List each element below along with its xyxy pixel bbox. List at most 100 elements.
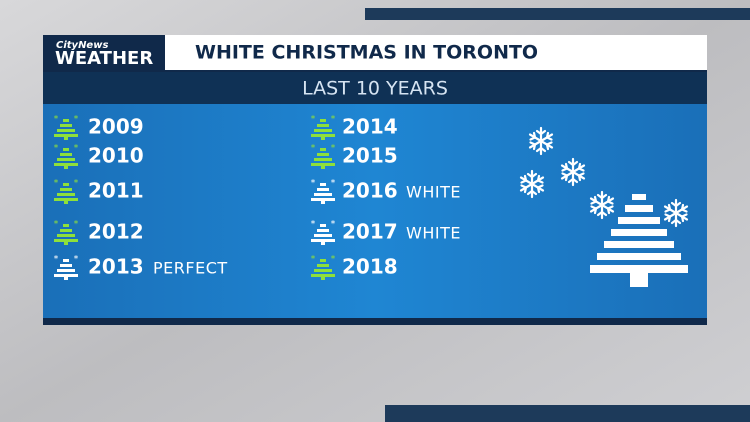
tree-star: * [331, 220, 336, 230]
tree-stripe [54, 239, 78, 242]
tree-star: * [74, 144, 79, 154]
tree-stripe [317, 229, 329, 232]
tree-stripe [314, 269, 332, 272]
subtitle: LAST 10 YEARS [302, 78, 448, 100]
tree-stripe [320, 119, 326, 122]
tree-star: * [54, 220, 59, 230]
tree-star: * [331, 255, 336, 265]
year-note: WHITE [406, 183, 461, 202]
tree-stripe [57, 193, 75, 196]
tree-trunk [321, 137, 325, 140]
tree-stripe [311, 134, 335, 137]
year: 2012 [88, 220, 144, 244]
tree-icon: * * [54, 115, 79, 140]
logo: WEATHER [55, 48, 153, 69]
tree-stripe [317, 188, 329, 191]
year: 2018 [342, 255, 398, 279]
tree-star: * [74, 255, 79, 265]
tree-star: * [331, 179, 336, 189]
tree-trunk [321, 277, 325, 280]
bar-decoration [385, 405, 750, 422]
tree-icon: * * [311, 144, 336, 169]
tree-stripe [57, 129, 75, 132]
year: 2011 [88, 179, 144, 203]
tree-icon: * * [54, 255, 79, 280]
tree-stripe [317, 124, 329, 127]
tree-stripe [60, 264, 72, 267]
tree-stripe [57, 269, 75, 272]
tree-star: * [311, 115, 316, 125]
tree-stripe [314, 129, 332, 132]
tree-stripe [54, 274, 78, 277]
tree-icon: * * [311, 255, 336, 280]
big-tree [590, 194, 688, 287]
year: 2013 [88, 255, 144, 279]
tree-icon: * * [54, 179, 79, 204]
tree-stripe [317, 153, 329, 156]
tree-stripe [314, 158, 332, 161]
tree-trunk [321, 166, 325, 169]
tree-stripe [311, 239, 335, 242]
tree-stripe [320, 183, 326, 186]
tree-icon: * * [54, 144, 79, 169]
tree-trunk [321, 201, 325, 204]
year-note: PERFECT [153, 259, 228, 278]
tree-icon: * * [311, 115, 336, 140]
title-band [165, 35, 707, 70]
tree-star: * [54, 115, 59, 125]
tree-stripe [60, 229, 72, 232]
tree-stripe [63, 119, 69, 122]
tree-icon: * * [311, 179, 336, 204]
tree-stripe [320, 259, 326, 262]
tree-star: * [311, 220, 316, 230]
tree-stripe [57, 234, 75, 237]
tree-stripe [57, 158, 75, 161]
tree-trunk [64, 201, 68, 204]
bar-decoration [365, 8, 750, 20]
tree-star: * [54, 179, 59, 189]
tree-stripe [317, 264, 329, 267]
year: 2016 [342, 179, 398, 203]
tree-star: * [54, 144, 59, 154]
title: WHITE CHRISTMAS IN TORONTO [195, 42, 538, 64]
tree-stripe [60, 188, 72, 191]
year: 2017 [342, 220, 398, 244]
year: 2010 [88, 144, 144, 168]
tree-stripe [311, 163, 335, 166]
tree-stripe [63, 148, 69, 151]
year-note: WHITE [406, 224, 461, 243]
tree-stripe [54, 163, 78, 166]
tree-stripe [320, 224, 326, 227]
tree-icon: * * [54, 220, 79, 245]
tree-stripe [63, 183, 69, 186]
tree-stripe [311, 198, 335, 201]
tree-trunk [64, 277, 68, 280]
brand: CityNews [56, 40, 108, 51]
tree-stripe [63, 224, 69, 227]
tree-stripe [314, 234, 332, 237]
tree-star: * [331, 115, 336, 125]
tree-star: * [331, 144, 336, 154]
tree-trunk [321, 242, 325, 245]
tree-star: * [74, 179, 79, 189]
tree-stripe [320, 148, 326, 151]
year: 2009 [88, 115, 144, 139]
tree-stripe [60, 124, 72, 127]
tree-trunk [64, 242, 68, 245]
tree-star: * [311, 179, 316, 189]
subtitle-band [43, 72, 707, 104]
tree-icon: * * [311, 220, 336, 245]
tree-stripe [311, 274, 335, 277]
tree-stripe [60, 153, 72, 156]
tree-stripe [314, 193, 332, 196]
tree-star: * [74, 115, 79, 125]
tree-trunk [64, 137, 68, 140]
tree-star: * [311, 255, 316, 265]
year: 2014 [342, 115, 398, 139]
tree-stripe [63, 259, 69, 262]
tree-trunk [64, 166, 68, 169]
tree-stripe [54, 134, 78, 137]
tree-star: * [311, 144, 316, 154]
